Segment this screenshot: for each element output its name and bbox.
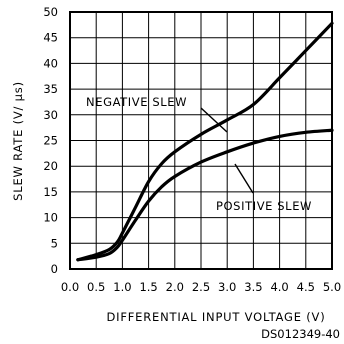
y-tick-label: 20 <box>43 159 58 173</box>
x-tick-label: 0.5 <box>87 280 105 294</box>
y-tick-label: 10 <box>43 211 58 225</box>
x-tick-label: 3.0 <box>218 280 236 294</box>
figure-code: DS012349-40 <box>261 327 340 341</box>
x-tick-label: 5.0 <box>323 280 341 294</box>
series-line-positive-slew <box>76 128 334 262</box>
y-axis-title: SLEW RATE (V/ μs) <box>11 81 25 201</box>
y-tick-label: 0 <box>51 262 58 276</box>
series-lines <box>76 21 334 262</box>
x-tick-label: 3.5 <box>244 280 262 294</box>
y-tick-labels: 0 5 10 15 20 25 30 35 40 45 50 <box>43 5 58 276</box>
annotation-pointers <box>200 107 254 194</box>
x-tick-labels: 0.0 0.5 1.0 1.5 2.0 2.5 3.0 3.5 4.0 4.5 5.0 <box>61 280 341 294</box>
positive-slew-pointer <box>234 163 254 194</box>
y-tick-label: 15 <box>43 185 58 199</box>
negative-slew-pointer <box>200 107 228 133</box>
x-tick-label: 4.0 <box>270 280 288 294</box>
x-tick-label: 1.5 <box>139 280 157 294</box>
x-tick-label: 2.0 <box>166 280 184 294</box>
y-tick-label: 50 <box>43 5 58 19</box>
x-tick-label: 2.5 <box>192 280 210 294</box>
x-tick-label: 4.5 <box>297 280 315 294</box>
y-tick-label: 30 <box>43 108 58 122</box>
y-tick-label: 5 <box>51 236 58 250</box>
grid <box>69 11 333 270</box>
positive-slew-label: POSITIVE SLEW <box>216 199 312 213</box>
y-tick-label: 45 <box>43 31 58 45</box>
y-tick-label: 40 <box>43 56 58 70</box>
negative-slew-label: NEGATIVE SLEW <box>86 95 187 109</box>
series-line-negative-slew <box>76 21 334 262</box>
plot-frame <box>69 11 333 270</box>
y-tick-label: 35 <box>43 82 58 96</box>
x-axis-title: DIFFERENTIAL INPUT VOLTAGE (V) <box>107 310 326 324</box>
x-tick-label: 1.0 <box>113 280 131 294</box>
x-tick-label: 0.0 <box>61 280 79 294</box>
y-tick-label: 25 <box>43 134 58 148</box>
